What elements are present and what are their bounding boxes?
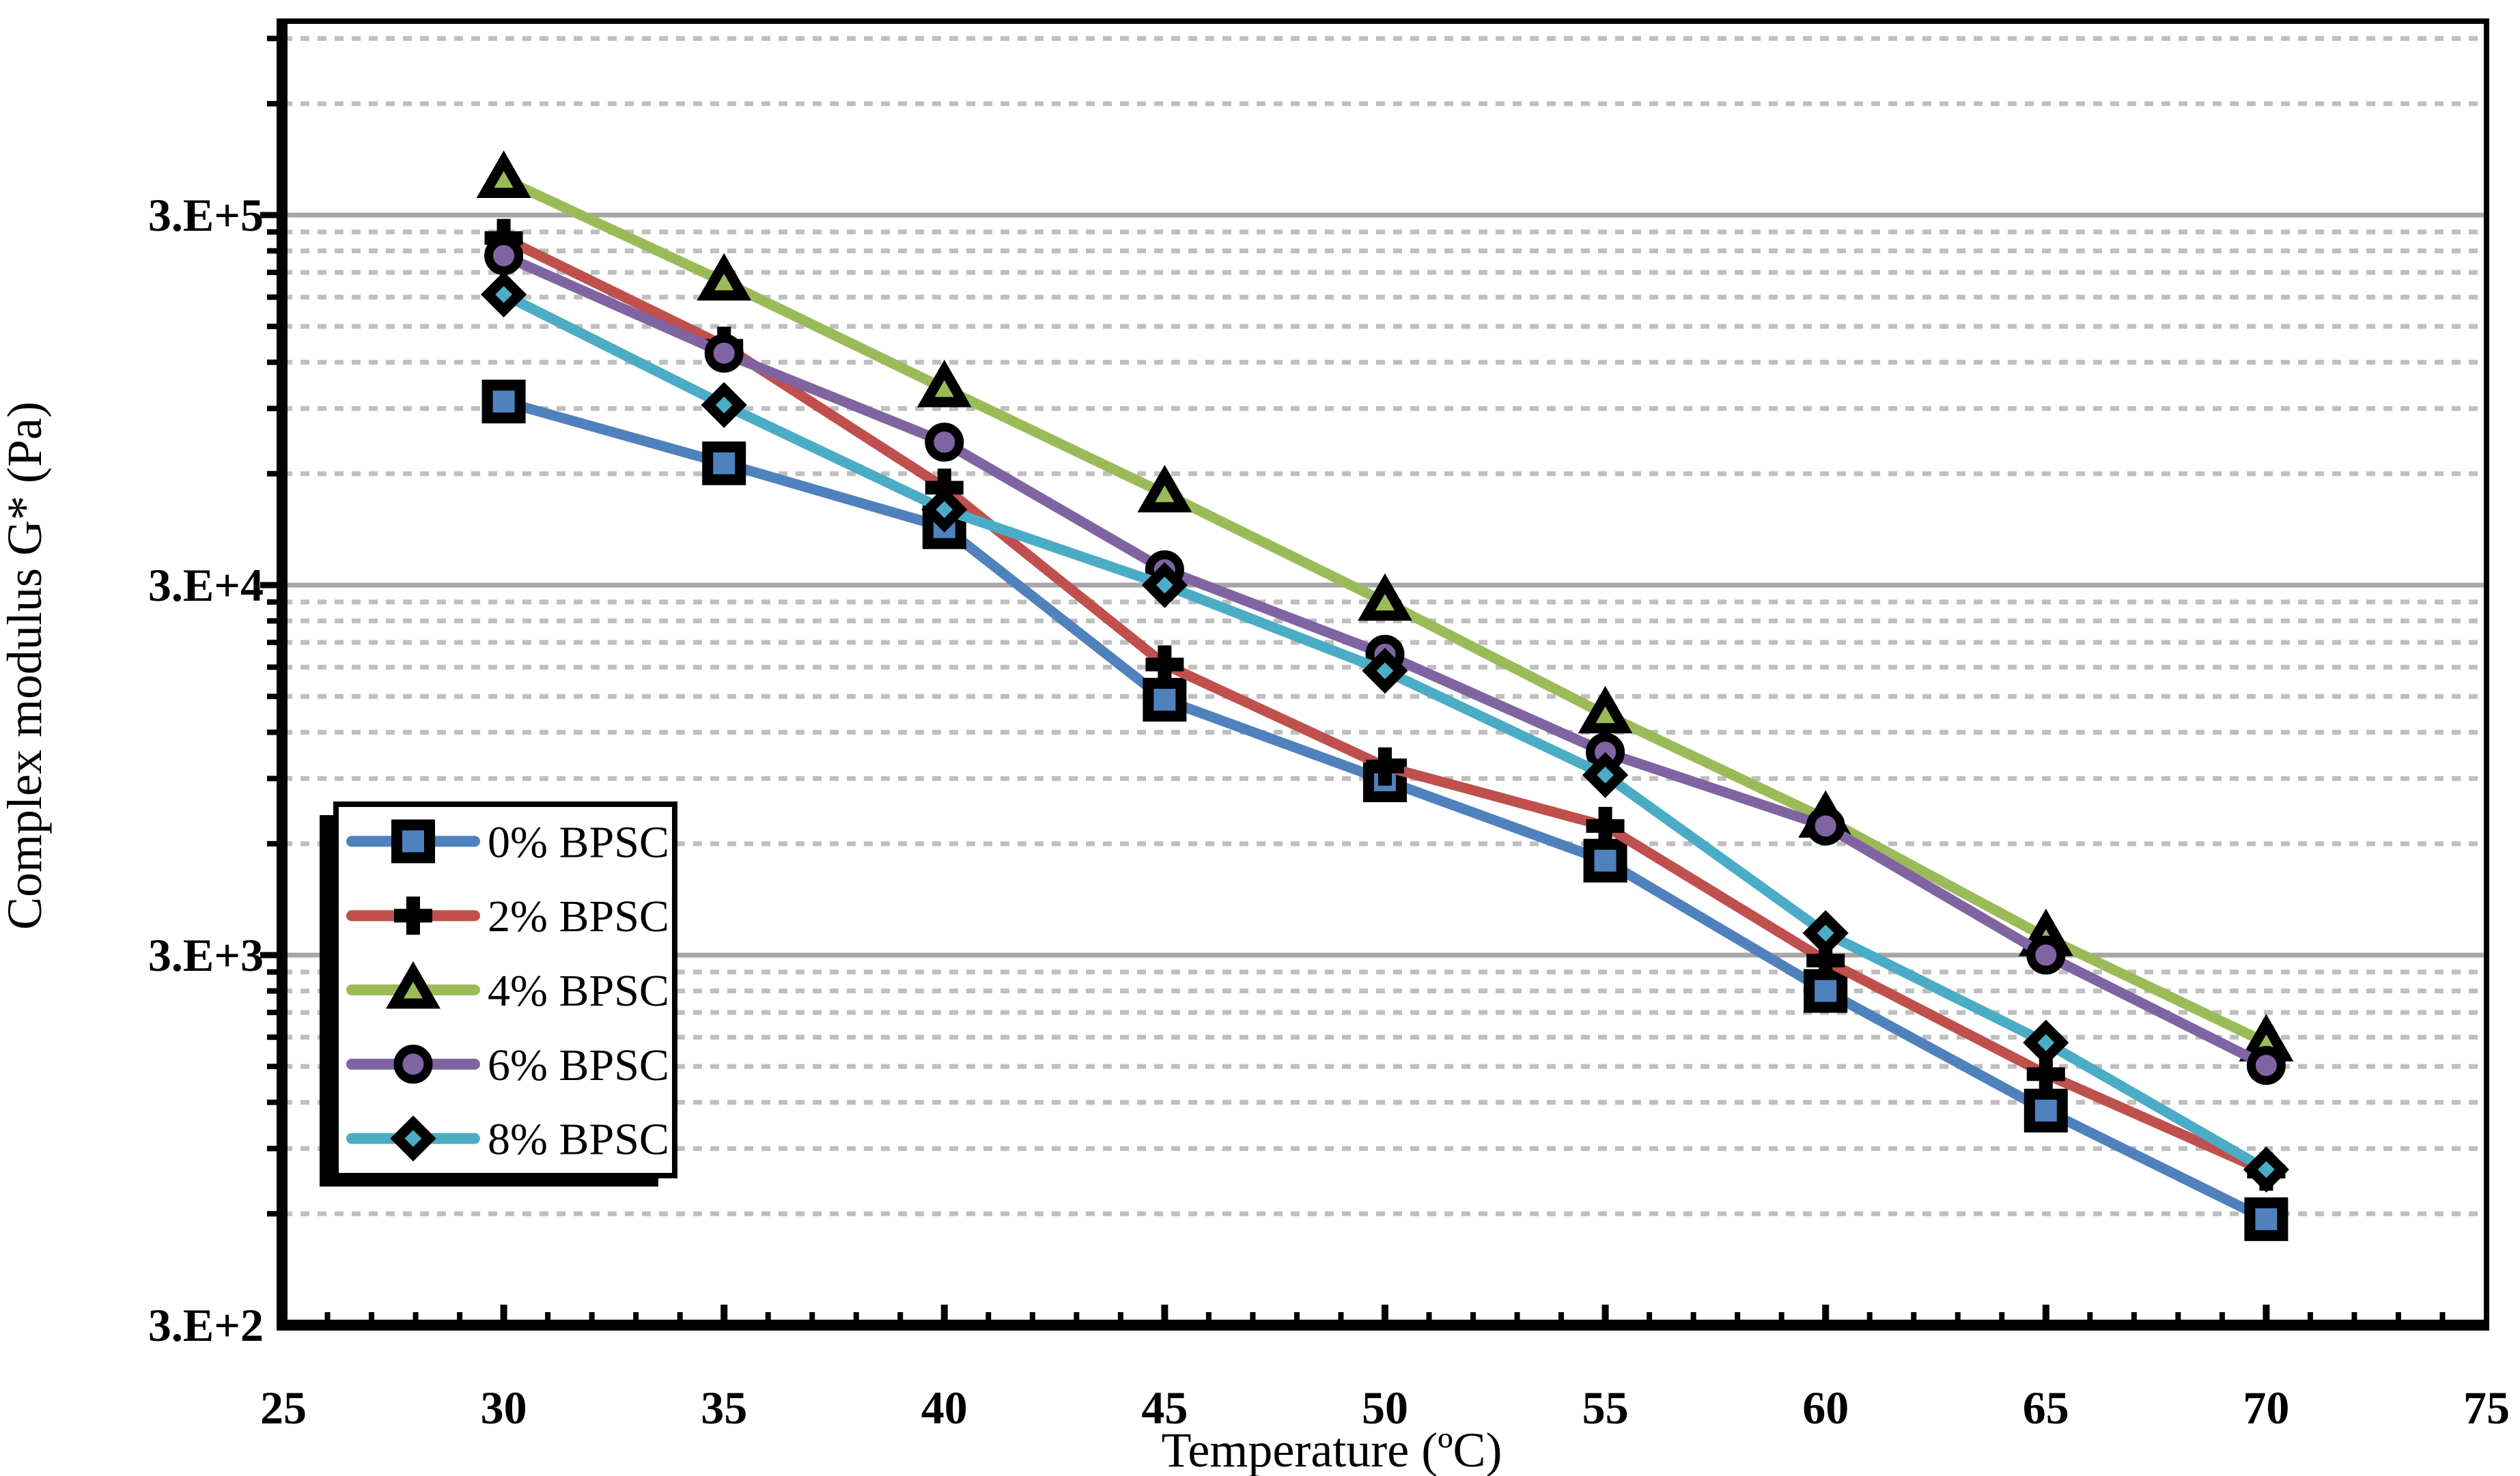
diamond-marker	[390, 1115, 436, 1162]
x-tick-label: 70	[2243, 1382, 2289, 1434]
diamond-marker	[921, 486, 968, 533]
x-tick-label: 75	[2463, 1382, 2510, 1434]
circle-marker	[2246, 1046, 2286, 1085]
triangle-marker	[697, 253, 752, 301]
circle-marker	[1806, 806, 1845, 846]
square-marker	[2024, 1088, 2068, 1133]
triangle-marker	[476, 150, 531, 198]
plus-marker	[1145, 645, 1184, 684]
circle-marker	[2026, 935, 2066, 975]
y-tick-label: 3.E+4	[148, 559, 264, 611]
x-tick-label: 60	[1802, 1382, 1849, 1434]
diamond-marker	[2243, 1146, 2290, 1193]
x-tick-label: 30	[481, 1382, 527, 1434]
legend-label: 0% BPSC	[488, 817, 669, 867]
y-tick-label: 3.E+5	[148, 189, 264, 241]
y-tick-label: 3.E+3	[148, 929, 264, 981]
square-marker	[1583, 838, 1627, 883]
plus-marker	[1366, 747, 1404, 786]
y-tick-label: 3.E+2	[148, 1299, 264, 1351]
x-tick-label: 55	[1582, 1382, 1629, 1434]
circle-marker	[925, 423, 964, 462]
legend-item-0-bpsc: 0% BPSC	[346, 817, 669, 867]
circle-marker	[484, 236, 524, 275]
legend-label: 2% BPSC	[488, 892, 669, 941]
plus-marker	[394, 896, 432, 935]
plus-marker	[1586, 806, 1625, 845]
square-marker	[2244, 1197, 2288, 1241]
square-marker	[391, 819, 435, 864]
legend-item-8-bpsc: 8% BPSC	[346, 1115, 669, 1165]
diamond-marker	[2023, 1019, 2069, 1066]
diamond-marker	[1802, 910, 1849, 956]
x-tick-label: 50	[1362, 1382, 1408, 1434]
x-tick-label: 25	[260, 1382, 307, 1434]
legend-item-2-bpsc: 2% BPSC	[346, 892, 669, 941]
y-axis-title: Complex modulus G* (Pa)	[0, 401, 52, 930]
triangle-marker	[1578, 685, 1633, 734]
x-tick-label: 40	[921, 1382, 968, 1434]
legend-label: 4% BPSC	[488, 966, 669, 1016]
x-tick-label: 45	[1141, 1382, 1188, 1434]
triangle-marker	[1137, 464, 1192, 513]
circle-marker	[704, 333, 744, 373]
legend-label: 8% BPSC	[488, 1115, 669, 1165]
legend-item-4-bpsc: 4% BPSC	[346, 961, 669, 1016]
diamond-marker	[1362, 647, 1408, 694]
diamond-marker	[1582, 752, 1629, 798]
diamond-marker	[1141, 562, 1188, 608]
diamond-marker	[480, 271, 527, 317]
triangle-marker	[1358, 573, 1412, 621]
x-tick-label: 65	[2023, 1382, 2069, 1434]
square-marker	[702, 441, 746, 485]
legend-label: 6% BPSC	[488, 1040, 669, 1090]
square-marker	[481, 380, 526, 424]
x-tick-label: 35	[701, 1382, 747, 1434]
triangle-marker	[916, 359, 972, 408]
circle-marker	[393, 1045, 433, 1084]
triangle-marker	[386, 961, 440, 1009]
square-marker	[1143, 677, 1187, 722]
legend-item-6-bpsc: 6% BPSC	[346, 1040, 669, 1090]
x-axis-title: Temperature (ºC)	[1161, 1423, 1502, 1476]
diamond-marker	[701, 382, 747, 428]
